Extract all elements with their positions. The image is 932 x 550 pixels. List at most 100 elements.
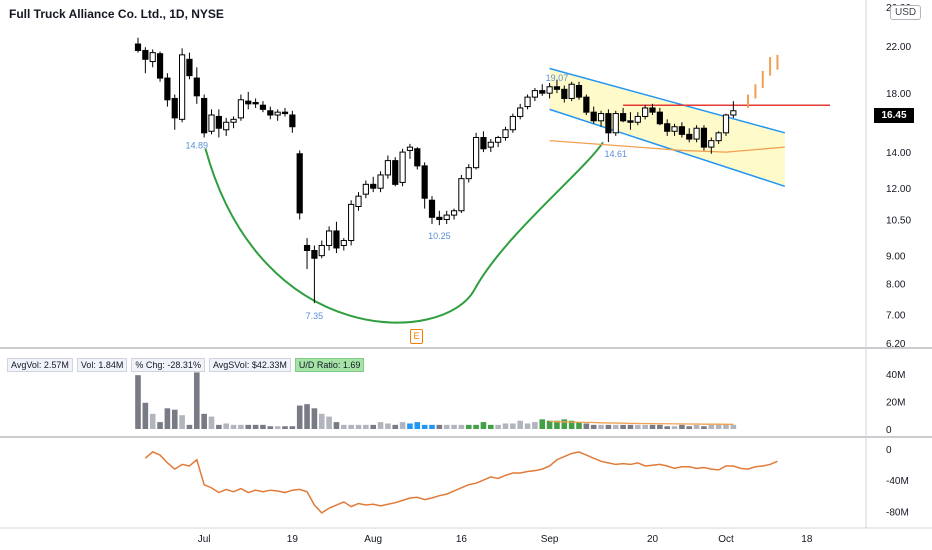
candle-body [642,107,649,117]
volume-bar [451,424,457,429]
volume-bar [348,424,354,429]
volume-tick-label: 40M [886,370,905,381]
candle-body [495,136,502,143]
volume-bar [554,420,560,429]
rs-line [144,451,778,514]
candle-body [517,107,524,117]
volume-layer [135,372,737,429]
candle-body [664,123,671,132]
candle-body [561,88,568,99]
candle-body [539,90,546,94]
volume-bar [333,422,340,429]
candle-body [421,165,428,199]
volume-bar [238,424,244,429]
volume-bar [135,375,141,429]
candle-body [575,85,583,98]
volume-bar [679,424,685,429]
last-price-tag: 16.45 [874,108,914,123]
volume-bar [590,424,597,429]
volume-bar [532,422,538,429]
volume-bar [363,424,369,429]
candle-body [627,120,634,123]
volume-bar [377,422,384,429]
volume-bar [370,424,376,429]
volume-bar [252,424,259,429]
candle-body [649,107,656,113]
candle-body [348,203,355,242]
candle-body [326,230,333,246]
candle-body [208,114,215,132]
time-tick-label: 19 [287,534,299,545]
candle-body [142,49,149,60]
candle-body [171,97,178,119]
volume-bar [179,415,185,429]
candle-body [230,118,237,123]
volume-bar [355,424,362,429]
time-tick-label: 16 [456,534,468,545]
candle-body [399,151,406,183]
volume-bar [267,426,274,429]
candle-body [237,99,245,119]
volume-bar [142,402,149,429]
candle-body [708,140,715,148]
volume-bar [296,405,303,429]
volume-bar [216,424,222,429]
volume-bar [399,422,406,429]
candle-body [149,52,156,63]
candle-body [179,54,186,120]
time-tick-label: 20 [647,534,659,545]
candle-body [693,127,700,140]
currency-selector[interactable]: USD [890,5,922,20]
stat-avg-dollar-vol: AvgSVol: $42.33M [208,358,291,372]
candle-body [281,111,289,115]
volume-bar [517,420,523,429]
volume-bar [524,423,531,429]
stat-vol: Vol: 1.84M [76,358,128,372]
candle-body [340,240,347,246]
volume-bar [304,404,310,429]
price-tick-label: 9.00 [886,252,906,263]
volume-bar [708,424,715,429]
volume-bar [436,424,443,429]
candle-body [215,115,222,129]
volume-bar [568,420,575,429]
volume-bar [671,426,678,429]
candle-body [377,174,384,189]
volume-bar [612,424,619,429]
volume-bar [186,424,193,429]
price-tick-label: 18.00 [886,89,911,100]
volume-ma-line [549,420,734,425]
volume-bar [465,424,472,429]
volume-bar [686,426,693,429]
candle-body [458,178,465,212]
volume-bar [311,408,318,429]
earnings-marker-icon[interactable]: E [410,329,423,344]
volume-bar [421,424,428,429]
rs-tick-label: -40M [886,476,909,487]
price-annotation-low-label: 10.25 [428,231,451,241]
candle-body [487,141,494,148]
volume-bar [149,413,156,429]
volume-bar [598,424,604,429]
volume-bar [657,424,663,429]
candle-body [531,90,538,98]
candle-body [362,183,369,195]
volume-bar [546,420,553,429]
volume-stats-bar: AvgVol: 2.57M Vol: 1.84M % Chg: -28.31% … [7,358,365,372]
volume-bar [664,426,670,429]
candle-body [311,249,318,259]
channel-line [549,108,786,187]
candle-body [193,77,200,97]
volume-bar [414,422,421,429]
rs-tick-label: -80M [886,507,909,518]
candle-body [480,136,487,150]
chart-title: Full Truck Alliance Co. Ltd., 1D, NYSE [9,7,224,21]
price-annotation-low-label: 14.89 [186,141,209,151]
volume-bar [341,424,347,429]
candle-body [553,86,561,90]
volume-bar [392,424,399,429]
candle-body [370,183,377,189]
candle-body [355,195,362,207]
